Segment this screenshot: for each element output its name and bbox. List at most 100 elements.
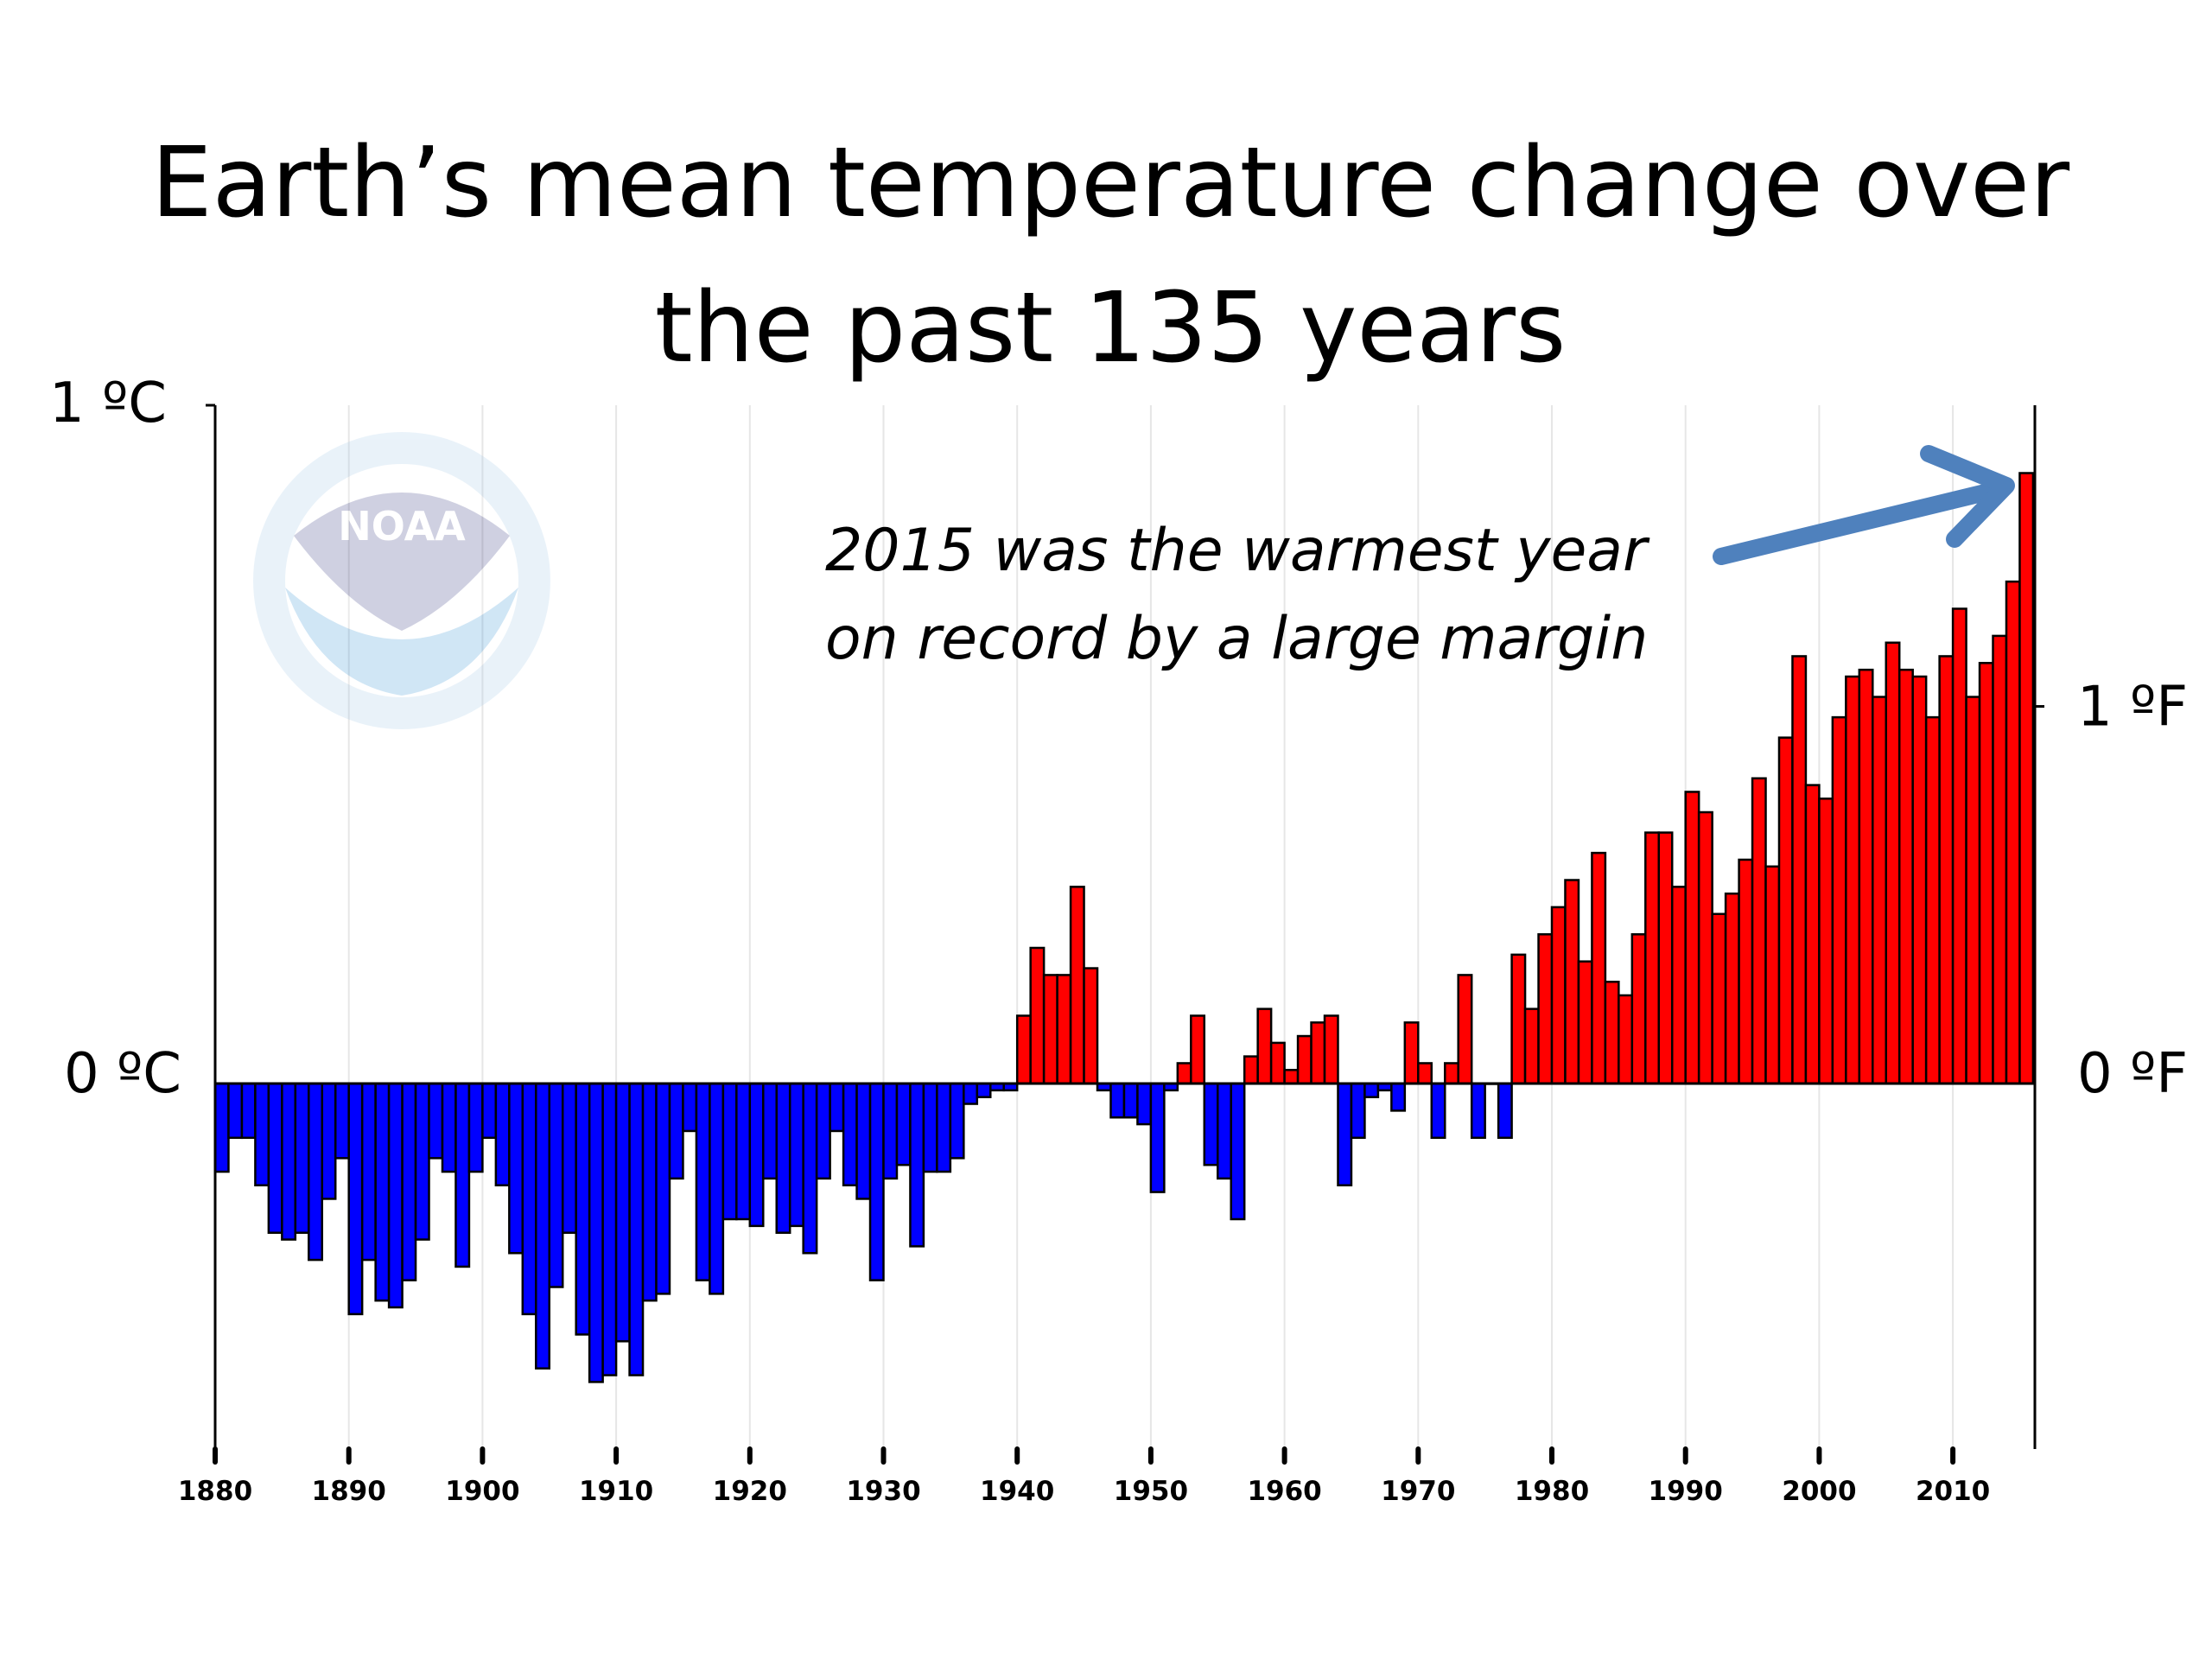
bar-1914 <box>668 1082 684 1180</box>
bar-1937 <box>976 1082 992 1098</box>
bar-1958 <box>1256 1007 1273 1085</box>
bar-1952 <box>1176 1062 1192 1085</box>
bar-1900 <box>481 1082 498 1140</box>
bar-1961 <box>1296 1034 1313 1085</box>
bar-1979 <box>1537 933 1554 1085</box>
bar-1908 <box>588 1082 604 1383</box>
bar-1985 <box>1618 994 1634 1085</box>
bar-1997 <box>1777 736 1794 1085</box>
bar-1970 <box>1417 1062 1433 1085</box>
bar-2010 <box>1951 607 1967 1085</box>
bar-2009 <box>1938 655 1955 1085</box>
bar-1925 <box>815 1082 831 1180</box>
bar-1976 <box>1497 1082 1513 1140</box>
bar-1986 <box>1630 933 1647 1085</box>
chart-title-line-1: Earth’s mean temperature change over <box>151 127 2070 239</box>
bar-1904 <box>535 1082 551 1370</box>
bar-1909 <box>601 1082 618 1376</box>
x-tick-label: 1950 <box>1114 1476 1188 1507</box>
bar-1910 <box>614 1082 631 1343</box>
bar-1929 <box>868 1082 885 1281</box>
bar-1943 <box>1056 974 1072 1085</box>
bar-1901 <box>494 1082 511 1186</box>
x-tick-label: 1930 <box>846 1476 920 1507</box>
annotation-line-1: 2015 was the warmest year <box>825 517 1650 585</box>
bar-1890 <box>347 1082 364 1316</box>
svg-text:NOAA: NOAA <box>338 503 466 550</box>
bar-1897 <box>441 1082 457 1173</box>
bar-2015 <box>2018 472 2035 1085</box>
bar-1891 <box>360 1082 377 1262</box>
bar-1927 <box>842 1082 858 1186</box>
bar-2002 <box>1845 675 1861 1085</box>
bar-1928 <box>855 1082 872 1200</box>
x-tick-label: 1900 <box>445 1476 519 1507</box>
bar-1934 <box>936 1082 952 1173</box>
bar-1916 <box>695 1082 711 1281</box>
bar-1884 <box>267 1082 283 1234</box>
bar-1991 <box>1697 810 1713 1085</box>
bar-1892 <box>374 1082 391 1302</box>
right-axis-label-0f: 0 ºF <box>2077 1042 2188 1106</box>
x-tick-label: 1880 <box>178 1476 252 1507</box>
bar-2003 <box>1858 668 1874 1085</box>
bar-1921 <box>762 1082 778 1180</box>
x-tick-label: 1980 <box>1515 1476 1589 1507</box>
bar-1886 <box>294 1082 310 1234</box>
bar-1898 <box>454 1082 471 1268</box>
bar-2012 <box>1978 662 1994 1085</box>
bar-1924 <box>802 1082 818 1255</box>
bar-1919 <box>735 1082 752 1221</box>
bar-1917 <box>709 1082 725 1295</box>
bar-1881 <box>227 1082 244 1140</box>
bar-1980 <box>1550 906 1567 1085</box>
x-tick-label: 1940 <box>980 1476 1054 1507</box>
bar-1913 <box>655 1082 671 1295</box>
x-tick-label: 1910 <box>579 1476 653 1507</box>
bar-1993 <box>1724 892 1740 1085</box>
bar-1947 <box>1109 1082 1126 1119</box>
bar-1899 <box>467 1082 484 1173</box>
bar-1949 <box>1136 1082 1153 1126</box>
bar-1953 <box>1190 1014 1206 1085</box>
bar-1965 <box>1350 1082 1366 1140</box>
bar-1992 <box>1711 912 1727 1085</box>
left-axis-label-1c: 1 ºC <box>49 372 167 435</box>
bar-1905 <box>548 1082 564 1288</box>
bar-1915 <box>682 1082 698 1133</box>
bar-1974 <box>1470 1082 1486 1140</box>
bar-1977 <box>1510 953 1527 1085</box>
bar-1918 <box>721 1082 738 1221</box>
bar-1960 <box>1283 1069 1300 1085</box>
bar-1968 <box>1390 1082 1407 1112</box>
bar-2005 <box>1885 641 1901 1085</box>
bar-1956 <box>1230 1082 1246 1221</box>
bar-2001 <box>1831 715 1847 1085</box>
bar-2006 <box>1897 668 1914 1085</box>
bar-1995 <box>1751 777 1767 1085</box>
bar-1888 <box>321 1082 337 1200</box>
bar-1978 <box>1523 1007 1540 1085</box>
bar-2011 <box>1965 696 1981 1085</box>
bar-1948 <box>1122 1082 1139 1119</box>
x-tick-label: 1990 <box>1649 1476 1723 1507</box>
bar-1964 <box>1337 1082 1353 1186</box>
bar-1983 <box>1591 851 1607 1085</box>
bar-1930 <box>882 1082 899 1180</box>
bar-1944 <box>1069 886 1085 1085</box>
chart-title-line-2: the past 135 years <box>655 272 1567 385</box>
left-axis-label-0c: 0 ºC <box>64 1042 181 1106</box>
bar-1996 <box>1764 865 1781 1085</box>
bar-1895 <box>414 1082 430 1241</box>
bar-1987 <box>1644 831 1661 1085</box>
x-tick-label: 1960 <box>1247 1476 1321 1507</box>
bar-1902 <box>508 1082 524 1255</box>
bar-1920 <box>748 1082 765 1228</box>
bar-1922 <box>775 1082 791 1234</box>
bar-1885 <box>281 1082 297 1241</box>
bar-1959 <box>1269 1041 1286 1085</box>
bar-1906 <box>561 1082 577 1234</box>
bar-1942 <box>1042 974 1058 1085</box>
right-axis-label-1f: 1 ºF <box>2077 676 2188 740</box>
